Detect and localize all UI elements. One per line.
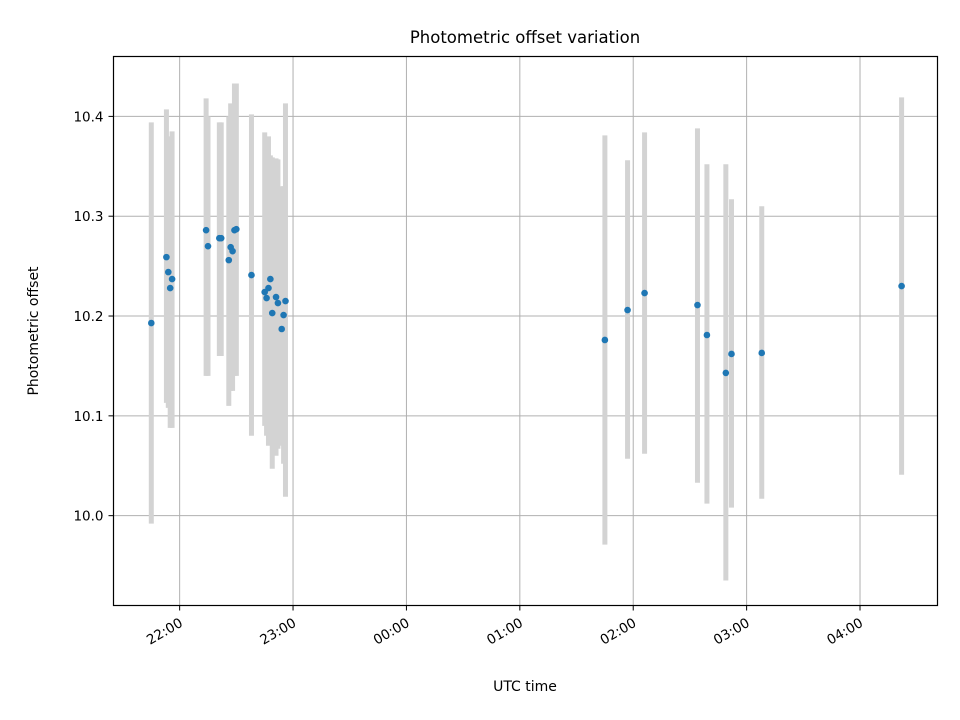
y-axis-ticks: 10.0 10.1 10.2 10.3 10.4: [73, 109, 114, 525]
data-points: [147, 225, 905, 377]
data-point: [694, 301, 701, 309]
data-point: [166, 284, 174, 292]
y-tick-label: 10.1: [73, 409, 103, 425]
data-point: [758, 349, 766, 357]
data-point: [168, 275, 176, 283]
data-point: [263, 294, 270, 302]
data-point: [229, 247, 236, 255]
data-point: [280, 311, 287, 319]
y-tick-label: 10.0: [73, 509, 103, 525]
x-axis-label: UTC time: [493, 679, 557, 695]
data-point: [217, 234, 225, 242]
y-tick-label: 10.4: [73, 109, 103, 125]
y-tick-label: 10.3: [73, 209, 103, 225]
data-point: [278, 325, 286, 333]
data-point: [267, 275, 274, 283]
y-axis-label: Photometric offset: [26, 266, 42, 396]
data-point: [225, 256, 233, 264]
data-point: [703, 331, 711, 339]
data-point: [147, 319, 155, 327]
plot-frame: [112, 55, 939, 607]
data-point: [233, 225, 240, 233]
data-point: [274, 299, 282, 307]
data-point: [601, 336, 609, 344]
data-point: [898, 282, 905, 290]
data-point: [728, 350, 735, 358]
data-point: [248, 271, 255, 279]
data-point: [202, 226, 210, 234]
data-point: [268, 309, 276, 317]
y-tick-label: 10.2: [73, 309, 103, 325]
data-point: [624, 306, 631, 314]
data-point: [272, 293, 280, 301]
data-point: [204, 242, 212, 250]
data-point: [722, 369, 730, 377]
data-point: [163, 253, 170, 261]
chart-title: Photometric offset variation: [410, 28, 640, 47]
data-point: [641, 289, 648, 297]
data-point: [282, 297, 289, 305]
data-point: [165, 268, 172, 276]
data-point: [265, 284, 272, 292]
